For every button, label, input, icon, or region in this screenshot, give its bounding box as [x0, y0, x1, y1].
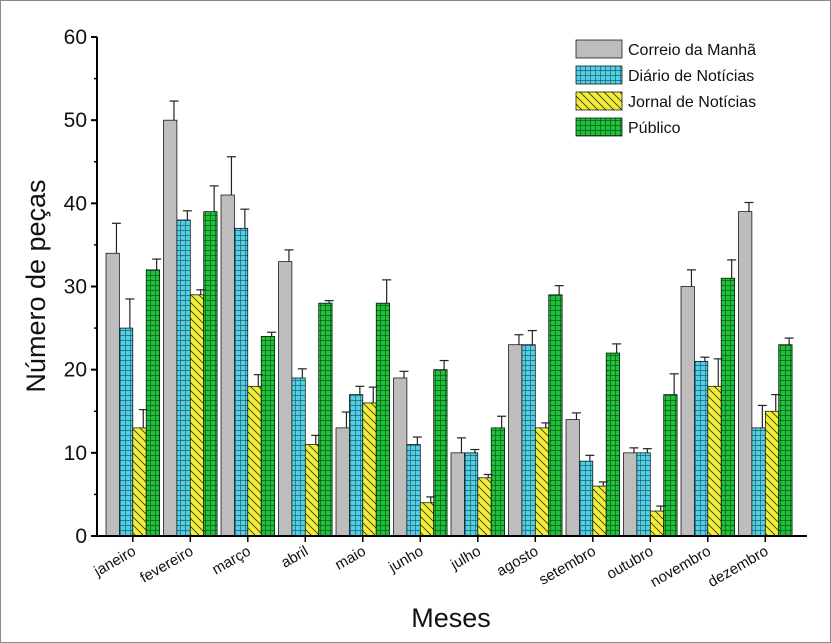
bar-pattern: [535, 427, 549, 536]
x-tick-label: abril: [278, 543, 311, 572]
bar-pattern: [707, 386, 722, 536]
bar-pattern: [234, 228, 248, 537]
y-ticks: 0 10 20 30 40 50 60: [64, 26, 97, 548]
bar-pattern: [778, 344, 793, 536]
y-tick-label: 20: [64, 359, 87, 382]
bar: [680, 286, 695, 537]
bar-pattern: [420, 502, 434, 536]
bar-pattern: [464, 452, 478, 536]
x-tick-label: dezembro: [705, 543, 771, 591]
bar-pattern: [318, 303, 333, 536]
bar: [623, 452, 638, 537]
bar: [508, 344, 523, 537]
bar-pattern: [521, 344, 536, 536]
x-tick-label: maio: [332, 543, 369, 574]
x-tick-label: janeiro: [90, 543, 138, 581]
y-axis-title: Número de peças: [21, 179, 51, 392]
legend-label: Correio da Manhã: [628, 42, 756, 59]
legend-swatch: [575, 39, 623, 59]
bar-pattern: [376, 303, 390, 536]
x-tick-label: setembro: [536, 543, 599, 589]
bar-pattern: [261, 336, 275, 536]
bar-pattern: [119, 328, 133, 536]
legend-label: Jornal de Notícias: [628, 94, 756, 111]
bar-pattern: [765, 411, 779, 536]
bar: [393, 377, 408, 537]
bar: [335, 427, 350, 537]
y-tick-label: 10: [64, 442, 87, 465]
bar-pattern: [362, 402, 377, 536]
x-tick-label: março: [209, 543, 254, 579]
bar-pattern: [477, 477, 492, 536]
x-tick-label: fevereiro: [137, 543, 196, 587]
bar-pattern: [606, 353, 620, 536]
legend-label: Diário de Notícias: [628, 68, 754, 85]
bar-pattern: [579, 461, 593, 536]
y-tick-label: 50: [64, 109, 87, 132]
bar-pattern: [146, 269, 160, 536]
legend-label: Público: [628, 120, 681, 137]
legend-swatch-pattern: [576, 92, 622, 110]
x-axis-title: Meses: [411, 603, 491, 633]
bar-pattern: [491, 427, 505, 536]
x-tick-label: julho: [447, 543, 484, 574]
bar-pattern: [406, 444, 421, 536]
bar-pattern: [548, 294, 563, 536]
bar-pattern: [694, 361, 708, 536]
legend: Correio da Manhã Diário de Notícias Jornal…: [575, 39, 756, 137]
bar-pattern: [132, 427, 147, 536]
bar: [450, 452, 465, 537]
bar-pattern: [291, 377, 306, 536]
legend-swatch-pattern: [576, 118, 622, 136]
x-tick-label: agosto: [494, 543, 542, 580]
bar-pattern: [176, 219, 191, 536]
bar-pattern: [190, 294, 204, 536]
bar-pattern: [203, 211, 218, 536]
bar: [220, 194, 235, 537]
bar-pattern: [663, 394, 678, 536]
bar-pattern: [433, 369, 448, 536]
error-bars-layer: [111, 100, 794, 512]
y-tick-label: 60: [64, 26, 87, 49]
bar: [738, 211, 753, 537]
bar-pattern: [349, 394, 363, 536]
y-tick-label: 0: [75, 525, 87, 548]
bar-pattern: [305, 444, 319, 536]
bars-layer: [105, 119, 793, 537]
bar-pattern: [247, 386, 262, 536]
bar: [105, 252, 120, 537]
x-tick-label: junho: [385, 543, 426, 577]
y-tick-label: 30: [64, 276, 87, 299]
x-tick-label: novembro: [648, 543, 714, 591]
bar: [163, 119, 178, 537]
bar-pattern: [636, 452, 651, 536]
bar: [278, 261, 293, 537]
bar-pattern: [721, 278, 735, 536]
bar-pattern: [751, 427, 766, 536]
bar: [565, 419, 580, 537]
bar-pattern: [592, 486, 607, 536]
legend-swatch-pattern: [576, 66, 622, 84]
y-tick-label: 40: [64, 192, 87, 215]
bar-pattern: [650, 511, 664, 536]
